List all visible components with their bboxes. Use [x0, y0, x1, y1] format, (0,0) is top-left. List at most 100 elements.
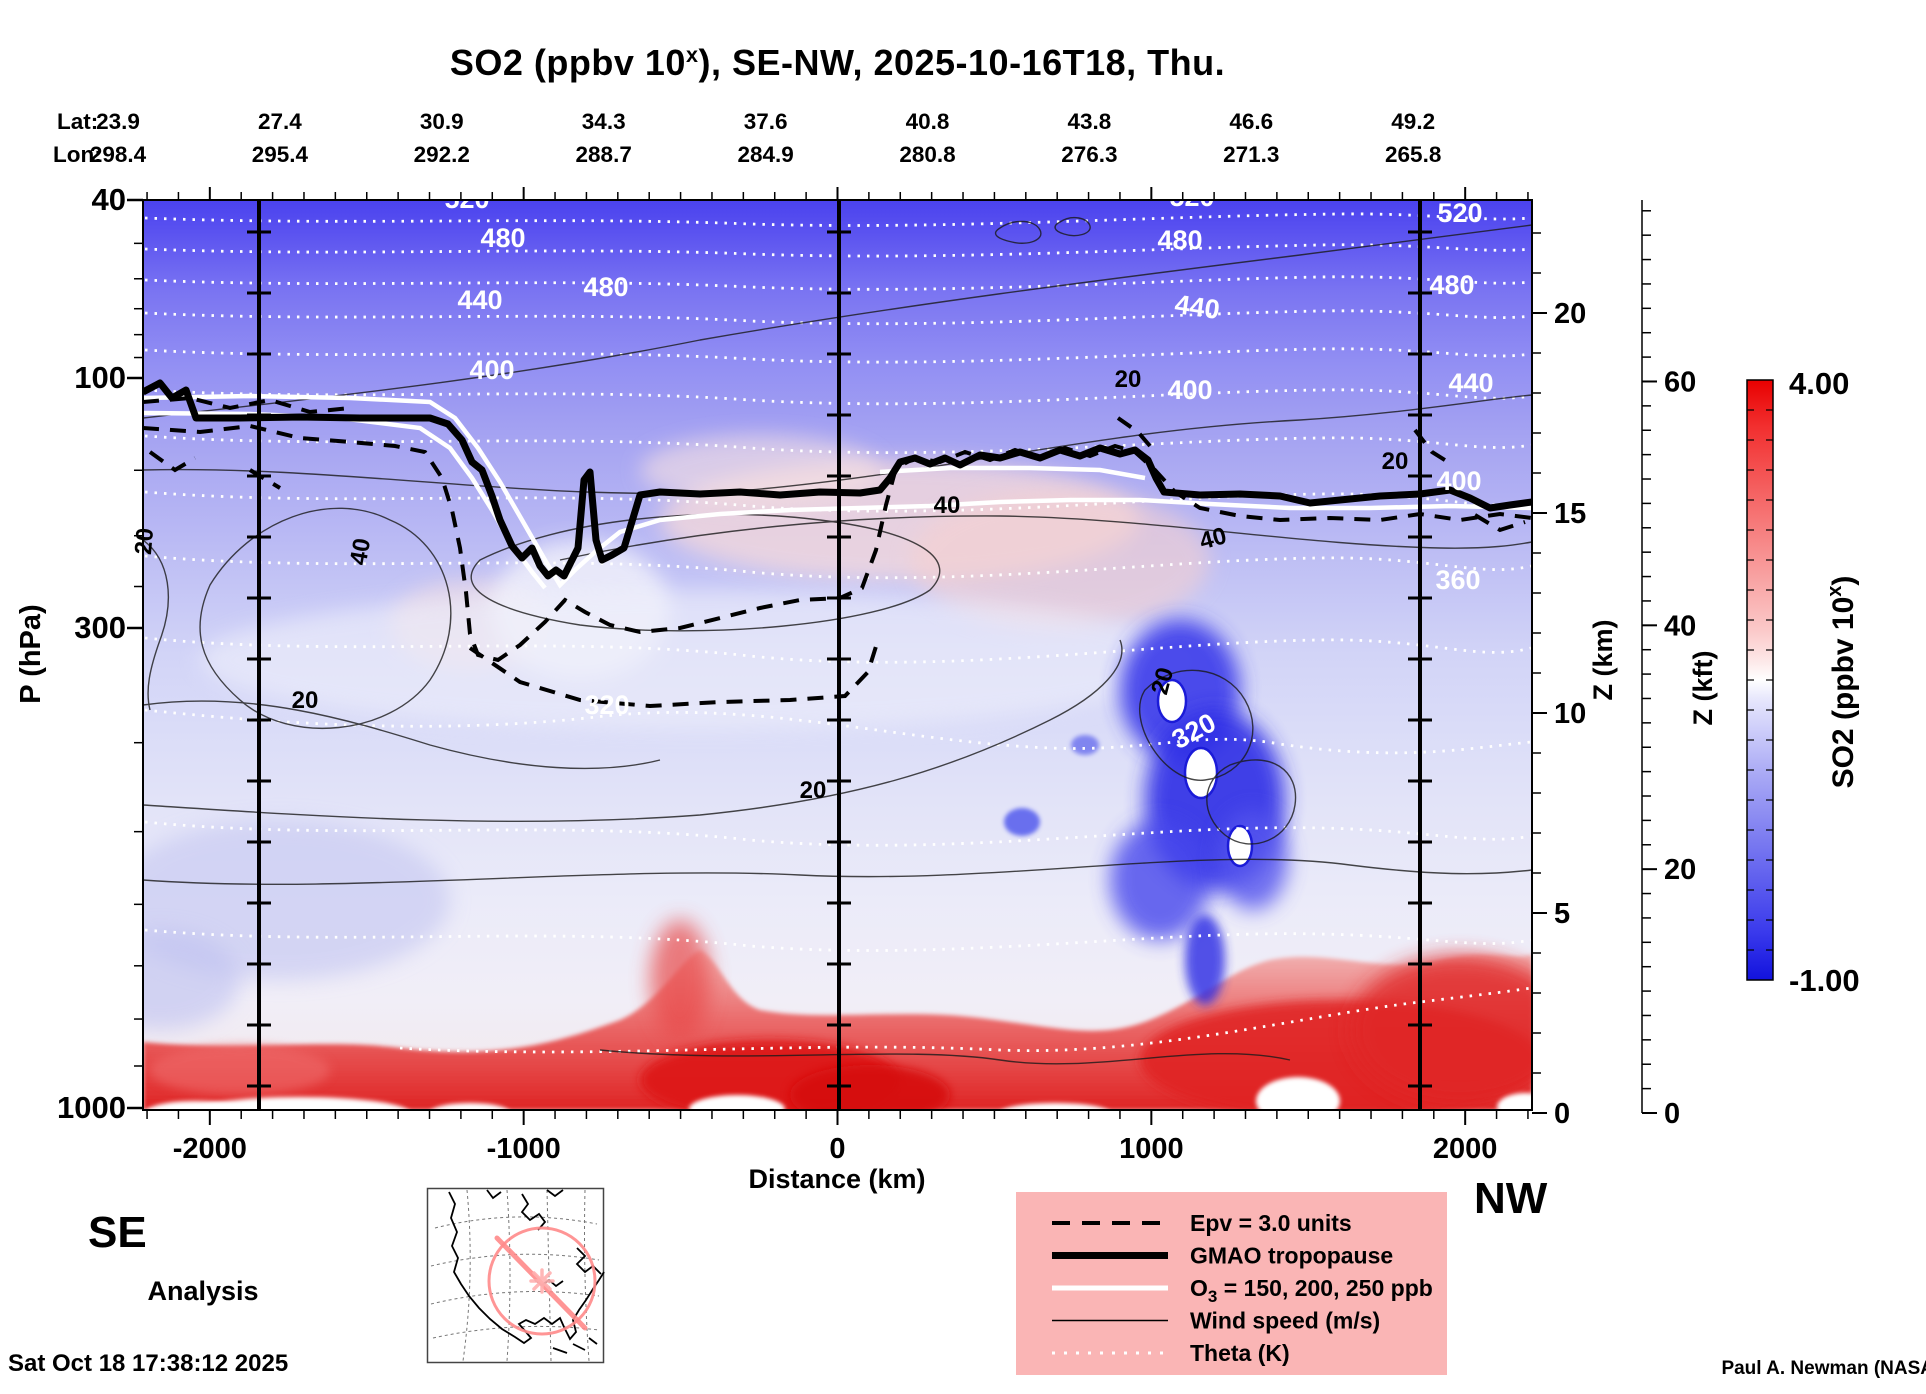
- transect-marker-lines: [247, 200, 1432, 1110]
- legend-label: GMAO tropopause: [1190, 1243, 1393, 1269]
- so2-field: [143, 200, 1532, 1110]
- lon-value: 284.9: [737, 142, 793, 167]
- legend-label: Wind speed (m/s): [1190, 1308, 1380, 1334]
- lat-value: 40.8: [906, 109, 950, 134]
- lon-value: 292.2: [414, 142, 470, 167]
- lon-value: 280.8: [899, 142, 955, 167]
- zkft-tick-label: 20: [1664, 854, 1696, 886]
- colorbar-title: SO2 (ppbv 10x): [1824, 576, 1860, 789]
- wind-contour-label: 20: [1382, 448, 1409, 475]
- x-tick-label: 1000: [1119, 1133, 1184, 1165]
- theta-contour-label: 360: [1435, 565, 1480, 595]
- corner-label-nw: NW: [1474, 1174, 1548, 1223]
- white-notch: [689, 1095, 785, 1110]
- zkft-tick-label: 0: [1664, 1098, 1680, 1130]
- white-hole: [1226, 824, 1254, 868]
- legend-label: O3 = 150, 200, 250 ppb: [1190, 1275, 1433, 1306]
- white-notch: [1002, 1103, 1108, 1110]
- theta-contour-label: 400: [469, 355, 514, 385]
- zkm-tick-label: 0: [1554, 1098, 1570, 1130]
- white-notch: [191, 1097, 409, 1110]
- lat-value: 46.6: [1229, 109, 1273, 134]
- zkm-tick-label: 5: [1554, 898, 1570, 930]
- lat-value: 37.6: [744, 109, 788, 134]
- tropopause-line: [143, 379, 1532, 580]
- lat-value: 34.3: [582, 109, 626, 134]
- credit: Paul A. Newman (NASA: [1721, 1358, 1926, 1379]
- pressure-tick-label: 100: [74, 360, 126, 395]
- title-text-2: ), SE-NW, 2025-10-16T18, Thu.: [698, 42, 1226, 83]
- wind-contour-label: 40: [934, 492, 961, 519]
- white-notch: [1256, 1077, 1340, 1110]
- zkft-tick-label: 40: [1664, 610, 1696, 642]
- x-tick-label: -2000: [173, 1133, 247, 1165]
- title-superscript: x: [685, 42, 699, 67]
- theta-contour-label: 480: [1157, 225, 1202, 255]
- zkm-tick-label: 15: [1554, 498, 1586, 530]
- colorbar-labels: 4.00 -1.00 SO2 (ppbv 10x): [1747, 366, 1860, 998]
- red-blob: [650, 920, 710, 1040]
- x-axis-title: Distance (km): [748, 1164, 926, 1194]
- lon-value: 265.8: [1385, 142, 1441, 167]
- corner-label-se: SE: [88, 1208, 147, 1257]
- wind-contours: [143, 216, 1532, 1065]
- colorbar-min-label: -1.00: [1789, 963, 1860, 998]
- light-blue-blob: [143, 930, 240, 1030]
- page-title: SO2 (ppbv 10x), SE-NW, 2025-10-16T18, Th…: [0, 42, 1675, 84]
- title-text: SO2 (ppbv 10: [449, 42, 686, 83]
- small-blue-blob: [1004, 808, 1040, 836]
- wind-contour-label: 20: [800, 777, 827, 804]
- x-tick-label: 2000: [1433, 1133, 1498, 1165]
- legend-label: Epv = 3.0 units: [1190, 1210, 1352, 1236]
- theta-contour-label: 400: [1436, 466, 1481, 496]
- small-blue-blob: [1071, 735, 1099, 755]
- range-circle: [487, 1226, 597, 1336]
- pale-band: [200, 590, 1200, 730]
- lon-value: 298.4: [90, 142, 147, 167]
- pale-pink-blob: [910, 490, 1210, 630]
- lon-row-label: Lon:: [53, 142, 102, 167]
- theta-contour-label: 480: [480, 223, 525, 253]
- wind-contour-label: 40: [345, 536, 376, 567]
- theta-contour-label: 400: [1167, 375, 1212, 405]
- lon-value: 271.3: [1223, 142, 1279, 167]
- pressure-tick-label: 1000: [57, 1090, 126, 1125]
- colorbar: 4.00 -1.00 SO2 (ppbv 10x): [1746, 366, 1860, 998]
- legend-items: Epv = 3.0 units GMAO tropopause O3 = 150, …: [1052, 1210, 1433, 1366]
- analysis-label: Analysis: [147, 1276, 259, 1306]
- white-hole: [1183, 746, 1219, 800]
- white-notch: [1497, 1093, 1532, 1110]
- lat-row-label: Lat:: [57, 109, 98, 134]
- red-blob: [790, 1065, 950, 1110]
- lat-value: 49.2: [1391, 109, 1435, 134]
- y-axis-title-zkft: Z (kft): [1688, 651, 1718, 726]
- theta-contours: [144, 212, 1532, 1054]
- zkm-tick-label: 20: [1554, 298, 1586, 330]
- theta-contour-label: 480: [583, 272, 628, 302]
- inset-map: [426, 1187, 605, 1364]
- pressure-tick-label: 300: [74, 610, 126, 645]
- red-blob: [150, 1045, 330, 1095]
- x-tick-label: -1000: [487, 1133, 561, 1165]
- theta-contour-label: 320: [584, 690, 629, 720]
- geo-header: Lat: Lon: 23.9 298.4 27.4 295.4 30.9 292.2 34.3 2…: [53, 109, 1441, 167]
- wind-contour-label: 20: [1115, 366, 1142, 393]
- x-tick-label: 0: [829, 1133, 845, 1165]
- lon-value: 295.4: [252, 142, 309, 167]
- legend-label: Theta (K): [1190, 1340, 1290, 1366]
- wind-contour-label: 20: [292, 687, 319, 714]
- lat-value: 30.9: [420, 109, 464, 134]
- red-blob: [1350, 955, 1532, 1105]
- y-axis-title-pressure: P (hPa): [15, 604, 47, 703]
- deep-blue-blob: [1110, 820, 1210, 940]
- deep-blue-blob: [1185, 915, 1225, 1005]
- center-star-icon: [529, 1268, 555, 1294]
- lat-value: 27.4: [258, 109, 302, 134]
- theta-contour-label: 520: [1169, 182, 1214, 212]
- wind-contour-label: 20: [130, 527, 159, 556]
- theta-contour-label: 440: [1448, 368, 1493, 398]
